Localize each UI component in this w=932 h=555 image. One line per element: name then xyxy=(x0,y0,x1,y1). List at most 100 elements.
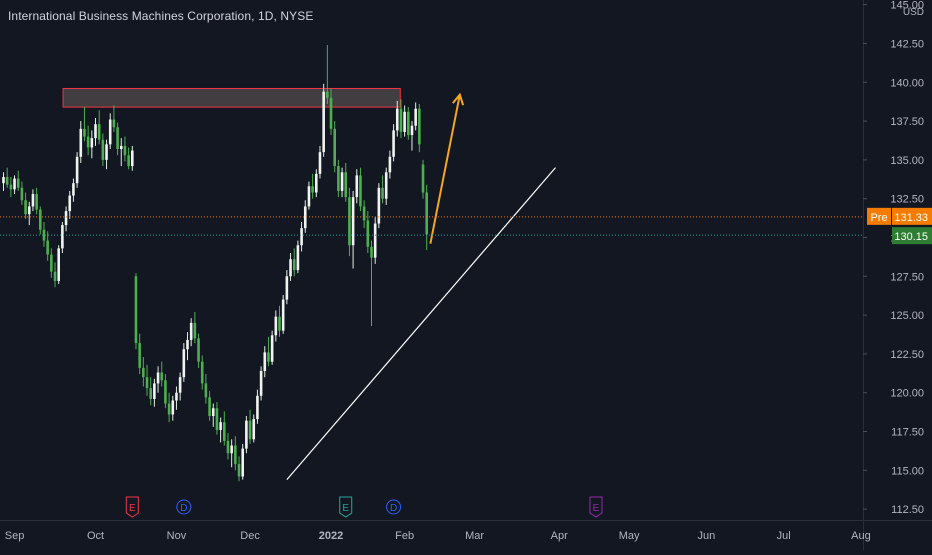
event-dividend-marker[interactable] xyxy=(386,499,402,515)
candle-body xyxy=(61,225,64,249)
event-marker-label: E xyxy=(593,503,600,514)
y-tick-label: 142.50 xyxy=(890,38,924,50)
x-tick-label: May xyxy=(619,530,640,542)
candle-body xyxy=(24,200,27,215)
candle-body xyxy=(127,155,130,167)
candle-body xyxy=(421,164,425,193)
candle-body xyxy=(156,372,160,384)
x-tick-label: Dec xyxy=(240,530,260,542)
candle-body xyxy=(79,128,83,157)
x-tick-label: 2022 xyxy=(319,530,343,542)
candle-body xyxy=(223,422,226,441)
candle-body xyxy=(75,156,79,184)
candle-body xyxy=(175,392,178,401)
candle-body xyxy=(153,383,156,399)
candle-body xyxy=(414,108,417,126)
candle-body xyxy=(134,276,138,344)
event-earnings-marker[interactable] xyxy=(125,496,139,518)
y-tick-label: 145.00 xyxy=(890,0,924,12)
last-price-value: 130.15 xyxy=(894,231,928,243)
candle-body xyxy=(13,178,16,190)
candle-body xyxy=(359,175,362,207)
x-tick-label: Nov xyxy=(167,530,187,542)
candle-body xyxy=(267,352,270,362)
candle-body xyxy=(351,197,355,246)
x-tick-label: Feb xyxy=(395,530,414,542)
candle-body xyxy=(53,271,57,281)
candle-body xyxy=(160,372,164,381)
candle-body xyxy=(274,316,278,336)
event-marker-label: E xyxy=(129,503,136,514)
candle-body xyxy=(16,178,20,188)
candle-body xyxy=(204,383,208,398)
x-tick-label: Apr xyxy=(551,530,568,542)
x-tick-label: Aug xyxy=(851,530,871,542)
candle-body xyxy=(252,419,256,440)
candle-body xyxy=(90,138,94,148)
candle-body xyxy=(248,420,252,440)
candle-body xyxy=(20,187,24,201)
pre-price-value: 131.33 xyxy=(894,212,928,224)
candle-body xyxy=(340,172,344,191)
y-tick-label: 117.50 xyxy=(891,427,924,439)
candle-body xyxy=(131,150,134,167)
candle-body xyxy=(167,403,171,415)
candle-body xyxy=(108,119,112,145)
candle-body xyxy=(123,145,127,156)
candle-body xyxy=(178,377,182,393)
candle-body xyxy=(245,420,248,449)
event-earnings-marker[interactable] xyxy=(339,496,353,518)
candle-body xyxy=(189,322,193,340)
candle-body xyxy=(410,125,414,136)
candle-body xyxy=(237,464,241,477)
y-tick-label: 140.00 xyxy=(890,77,924,89)
candle-body xyxy=(112,119,116,128)
candle-body xyxy=(373,223,377,258)
candle-body xyxy=(119,145,123,150)
candle-body xyxy=(105,144,108,160)
candle-body xyxy=(234,445,237,465)
candle-body xyxy=(97,124,101,140)
x-tick-label: Jul xyxy=(777,530,791,542)
candle-body xyxy=(418,108,421,145)
candle-body xyxy=(315,173,318,193)
candle-body xyxy=(425,192,428,235)
event-earnings-marker[interactable] xyxy=(589,496,603,518)
currency-label[interactable]: USD xyxy=(902,7,924,18)
candle-body xyxy=(270,335,274,362)
event-marker-label: D xyxy=(390,503,397,514)
candle-body xyxy=(116,127,119,150)
candle-body xyxy=(31,194,35,207)
y-tick-label: 125.00 xyxy=(890,310,924,322)
candle-body xyxy=(381,187,384,199)
candle-body xyxy=(5,176,9,185)
candle-body xyxy=(403,111,406,132)
candle-body xyxy=(39,209,42,230)
candle-body xyxy=(326,91,329,98)
candle-body xyxy=(281,299,285,331)
candle-body xyxy=(94,124,97,139)
chart-title: International Business Machines Corporat… xyxy=(8,9,314,23)
candle-body xyxy=(193,322,197,339)
candle-body xyxy=(145,377,149,389)
support-trendline xyxy=(286,167,556,481)
event-dividend-marker[interactable] xyxy=(176,499,192,515)
candle-body xyxy=(57,248,60,281)
candle-body xyxy=(215,408,219,430)
candle-body xyxy=(142,367,145,378)
candle-body xyxy=(197,338,200,362)
x-tick-label: Jun xyxy=(698,530,716,542)
x-tick-label: Oct xyxy=(87,530,104,542)
candle-body xyxy=(256,395,259,420)
candle-body xyxy=(35,194,38,210)
resistance-zone xyxy=(62,87,401,108)
candle-body xyxy=(226,440,230,454)
candle-body xyxy=(200,361,204,384)
x-tick-label: Sep xyxy=(5,530,25,542)
candle-body xyxy=(171,400,175,415)
candle-body xyxy=(370,246,373,258)
candle-body xyxy=(395,108,399,131)
y-tick-label: 135.00 xyxy=(890,155,924,167)
